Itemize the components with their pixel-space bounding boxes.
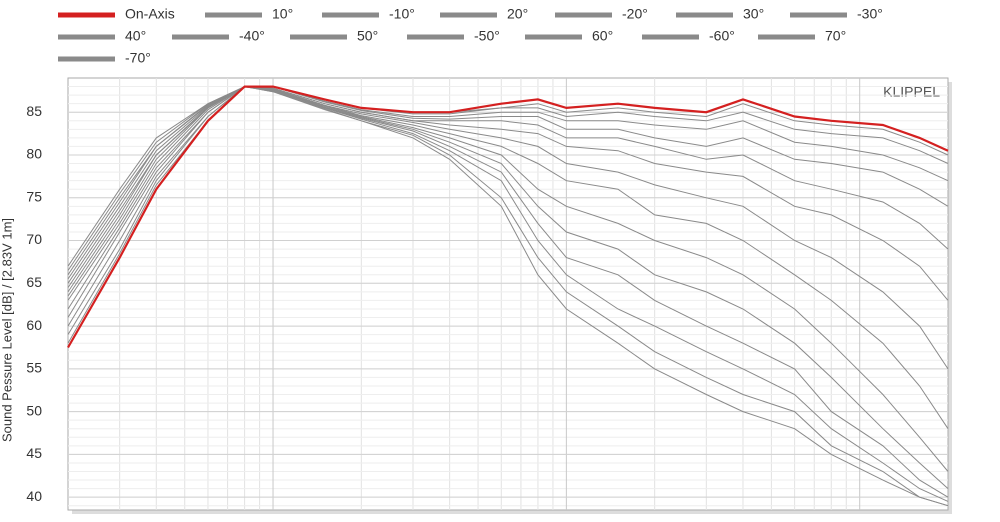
series-line [67, 86, 949, 318]
legend-label: 40° [125, 28, 146, 44]
series-line [67, 86, 949, 301]
y-tick-label: 70 [26, 231, 42, 247]
legend-label: -60° [709, 28, 735, 44]
y-tick-label: 75 [26, 188, 42, 204]
legend-label: 30° [743, 6, 764, 22]
y-tick-label: 60 [26, 317, 42, 333]
series-line [67, 86, 949, 335]
annotation: KLIPPEL [883, 84, 940, 100]
legend-label: -30° [857, 6, 883, 22]
y-tick-label: 40 [26, 488, 42, 504]
legend-label: -50° [474, 28, 500, 44]
y-tick-label: 85 [26, 103, 42, 119]
legend-label: -20° [622, 6, 648, 22]
legend-label: -10° [389, 6, 415, 22]
legend-label: -40° [239, 28, 265, 44]
y-tick-label: 45 [26, 445, 42, 461]
series-line [67, 85, 949, 349]
y-tick-label: 55 [26, 360, 42, 376]
legend-label: 70° [825, 28, 846, 44]
legend-label: 10° [272, 6, 293, 22]
legend-label: -70° [125, 50, 151, 66]
series-line [67, 86, 949, 370]
legend-label: On-Axis [125, 6, 175, 22]
y-tick-label: 50 [26, 402, 42, 418]
legend-label: 60° [592, 28, 613, 44]
y-tick-label: 80 [26, 146, 42, 162]
y-tick-label: 65 [26, 274, 42, 290]
legend-label: 50° [357, 28, 378, 44]
y-axis-label: Sound Pessure Level [dB] / [2.83V 1m] [0, 218, 14, 442]
plot-area [67, 77, 949, 511]
legend-label: 20° [507, 6, 528, 22]
